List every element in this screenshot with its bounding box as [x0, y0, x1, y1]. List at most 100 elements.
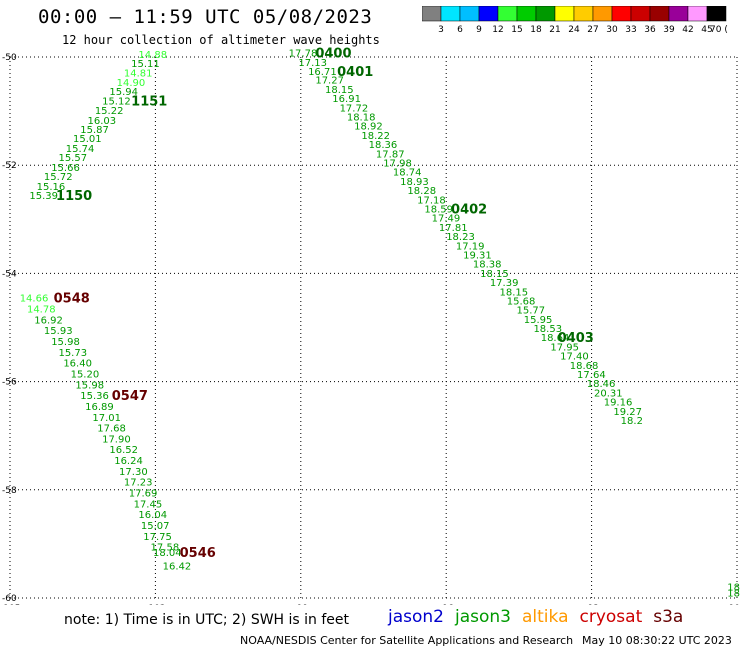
- color-scale-tick-label: 45: [701, 25, 712, 34]
- wave-height-value: 18.64: [541, 333, 570, 344]
- wave-height-value: 17.13: [298, 58, 327, 69]
- wave-height-value: 18.46: [587, 379, 616, 390]
- wave-height-value: 15.36: [80, 391, 109, 402]
- wave-height-value: 17.75: [143, 532, 172, 543]
- wave-height-value: 20.31: [594, 388, 623, 399]
- color-scale-tick-label: 9: [476, 25, 482, 34]
- wave-height-value: 15.22: [95, 106, 124, 117]
- wave-height-value: 17.78: [289, 49, 318, 60]
- wave-height-value: 17.39: [490, 278, 519, 289]
- wave-height-value: 18.18: [347, 113, 376, 124]
- wave-height-value: 15.11: [131, 59, 160, 70]
- wave-height-points: 15.3915.1615.7215.6615.5715.7415.0115.87…: [20, 49, 740, 600]
- wave-height-value: 17.40: [560, 352, 589, 363]
- wave-height-value: 17.98: [383, 158, 412, 169]
- color-scale-tick-label: 6: [457, 25, 463, 34]
- wave-height-value: 16.71: [308, 67, 337, 78]
- wave-height-value: 18.15: [500, 287, 529, 298]
- wave-height-value: 18.68: [570, 361, 599, 372]
- wave-height-value: 17.23: [124, 478, 153, 489]
- wave-height-map: -50 -52 -54 -56 -58 -60-105 -102 -99 -96 -93 -90 1…: [0, 47, 740, 605]
- wave-height-value: 15.39: [29, 191, 58, 202]
- wave-height-value: 17.58: [151, 543, 180, 554]
- wave-height-value: 15.16: [37, 182, 66, 193]
- wave-height-value: 15.57: [58, 153, 87, 164]
- wave-height-value: 15.94: [109, 87, 138, 98]
- wave-height-value: 19.27: [613, 407, 642, 418]
- footer-note: note: 1) Time is in UTC; 2) SWH is in fe…: [64, 612, 350, 628]
- legend-jason3: jason3: [455, 607, 511, 627]
- wave-height-value: 16.89: [85, 402, 114, 413]
- legend-jason2: jason2: [388, 607, 444, 627]
- latitude-tick-label: -58: [2, 486, 17, 496]
- wave-height-value: 14.78: [27, 305, 56, 316]
- wave-height-value: 17.30: [119, 467, 148, 478]
- wave-height-value: 18.2: [621, 416, 643, 427]
- wave-height-value: 18.28: [407, 186, 436, 197]
- legend-cryosat: cryosat: [579, 607, 643, 627]
- color-scale-tick-label: 15: [511, 25, 522, 34]
- wave-height-value: 15.93: [44, 326, 73, 337]
- wave-height-value: 18.04: [153, 548, 182, 559]
- satellite-legend: jason2 jason3 altika cryosat s3a: [388, 607, 694, 627]
- legend-altika: altika: [522, 607, 569, 627]
- wave-height-value: 17.68: [97, 424, 126, 435]
- generated-timestamp: May 10 08:30:22 UTC 2023: [582, 634, 732, 647]
- wave-height-value: 15.87: [80, 125, 109, 136]
- wave-height-value: 18.36: [369, 140, 398, 151]
- color-scale-tick-label: 3: [438, 25, 444, 34]
- color-scale-tick-label: 33: [625, 25, 636, 34]
- wave-height-value: 17.64: [577, 370, 606, 381]
- wave-height-value: 18.59: [424, 204, 453, 215]
- pass-time-label: 0548: [54, 292, 90, 307]
- wave-height-value: 15.73: [58, 348, 87, 359]
- wave-height-value: 17.72: [340, 103, 369, 114]
- page-title: 00:00 – 11:59 UTC 05/08/2023: [38, 6, 373, 28]
- pass-time-label: 0546: [180, 546, 216, 561]
- wave-height-value: 15.74: [66, 144, 95, 155]
- wave-height-value: 17.81: [439, 223, 468, 234]
- wave-height-value: 17.19: [456, 241, 485, 252]
- wave-height-value: 17.90: [102, 434, 131, 445]
- color-scale-tick-label: 70 (ft): [710, 25, 728, 34]
- wave-height-value: 18.74: [393, 168, 422, 179]
- axis-labels: -50 -52 -54 -56 -58 -60-105 -102 -99 -96 -93 -90: [0, 53, 740, 605]
- wave-height-value: 17.45: [134, 499, 163, 510]
- wave-height-value: 17.69: [129, 489, 158, 500]
- wave-height-value: 18.23: [446, 232, 475, 243]
- wave-height-value: 15.12: [102, 96, 131, 107]
- wave-height-value: 17.18: [417, 195, 446, 206]
- wave-height-value: 17.01: [92, 413, 121, 424]
- wave-height-value: 16.04: [138, 510, 167, 521]
- wave-height-value: 18.38: [473, 260, 502, 271]
- wave-height-value: 17.27: [315, 76, 344, 87]
- longitude-tick-label: -93: [584, 604, 599, 605]
- longitude-tick-label: -102: [145, 604, 165, 605]
- wave-height-value: 17.95: [550, 342, 579, 353]
- wave-height-value: 16.52: [109, 445, 138, 456]
- wave-height-value: 18.93: [400, 177, 429, 188]
- longitude-tick-label: -105: [0, 604, 20, 605]
- wave-height-value: 15.95: [524, 315, 553, 326]
- wave-height-value: 15.66: [51, 163, 80, 174]
- wave-height-value: 16.92: [34, 315, 63, 326]
- wave-height-value: 15.01: [73, 134, 102, 145]
- pass-time-labels: 1150 1151 0400 0401 0402 0403 0548 0547 0546: [54, 47, 594, 561]
- color-scale-tick-label: 39: [663, 25, 675, 34]
- wave-height-value: 17.87: [376, 149, 405, 160]
- latitude-tick-label: -52: [2, 161, 17, 171]
- wave-height-value: 16.91: [332, 94, 361, 105]
- wave-height-value: 14.81: [124, 69, 153, 80]
- wave-height-value: 15.98: [51, 337, 80, 348]
- wave-height-value: 16.40: [63, 359, 92, 370]
- legend-s3a: s3a: [653, 607, 684, 627]
- color-scale-tick-label: 27: [587, 25, 598, 34]
- page-subtitle: 12 hour collection of altimeter wave hei…: [62, 33, 380, 47]
- wave-height-value: 15.68: [507, 296, 536, 307]
- wave-height-value: 15.07: [141, 521, 170, 532]
- latitude-tick-label: -60: [2, 594, 17, 604]
- wave-height-value: 14.66: [20, 294, 49, 305]
- wave-height-value: 19.16: [604, 398, 633, 409]
- wave-height-value: 18.15: [480, 269, 509, 280]
